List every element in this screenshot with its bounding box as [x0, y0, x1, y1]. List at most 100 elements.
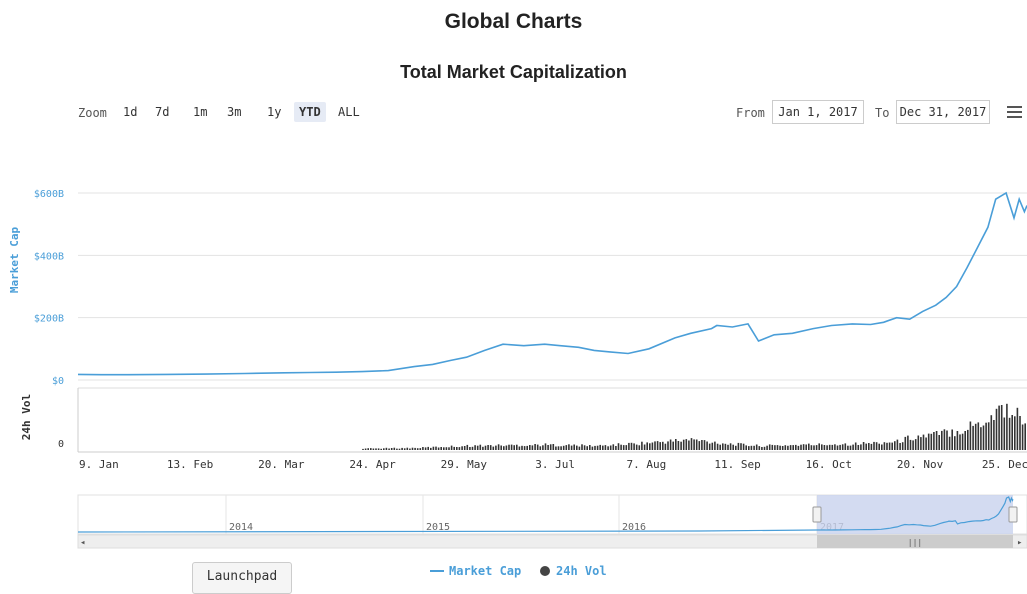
volume-bar [828, 444, 831, 450]
zoom-button-all[interactable]: ALL [338, 105, 360, 119]
volume-bar [456, 447, 458, 450]
volume-bar [875, 442, 878, 450]
volume-bar [784, 445, 787, 450]
hamburger-menu-icon[interactable] [1007, 106, 1022, 118]
volume-bar [589, 445, 591, 450]
zoom-button-ytd[interactable]: YTD [294, 102, 326, 122]
volume-bar [409, 448, 411, 450]
volume-bar [1006, 403, 1008, 450]
zoom-label: Zoom [78, 106, 107, 120]
volume-bar [570, 445, 573, 450]
volume-bar [651, 442, 654, 450]
volume-bar [901, 442, 904, 450]
volume-bar [862, 442, 865, 450]
volume-bar [698, 441, 701, 450]
volume-bar [377, 448, 380, 450]
zoom-button-7d[interactable]: 7d [155, 105, 170, 119]
volume-bar [724, 443, 727, 450]
volume-bar [938, 435, 940, 450]
volume-bar [969, 421, 972, 450]
volume-bar [987, 422, 990, 450]
volume-bar [667, 441, 669, 450]
from-label: From [736, 106, 765, 120]
x-tick-label: 11. Sep [714, 458, 760, 471]
volume-bar [393, 447, 396, 450]
volume-bar [440, 447, 442, 450]
volume-bar [771, 444, 774, 450]
scroll-left-arrow-icon[interactable]: ◂ [80, 538, 85, 548]
to-label: To [875, 106, 890, 120]
volume-bar [487, 445, 489, 450]
volume-bar [990, 415, 993, 450]
scroll-right-arrow-icon[interactable]: ▸ [1017, 538, 1022, 548]
x-tick-label: 13. Feb [167, 458, 213, 471]
y-axis-label: Market Cap [8, 227, 21, 294]
volume-bar [411, 447, 414, 450]
x-tick-label: 3. Jul [535, 458, 575, 471]
navigator-handle[interactable] [1008, 506, 1018, 523]
navigator-scrollbar-thumb[interactable] [817, 535, 1013, 548]
from-date-input[interactable]: Jan 1, 2017 [772, 100, 864, 124]
volume-bar [443, 447, 445, 450]
volume-bar [857, 445, 860, 450]
volume-bar [469, 447, 471, 450]
launchpad-button[interactable]: Launchpad [192, 562, 292, 594]
volume-bar [701, 440, 703, 450]
y-tick-label: $0 [52, 376, 64, 387]
volume-bar [933, 432, 935, 450]
volume-bar [633, 443, 635, 450]
volume-bar [609, 445, 612, 450]
volume-bar [383, 448, 385, 450]
volume-bar [630, 442, 633, 450]
navigator-handle[interactable] [812, 506, 822, 523]
volume-bar [463, 446, 466, 450]
volume-bar [951, 429, 953, 450]
volume-bar [479, 444, 482, 450]
volume-bar [925, 437, 927, 450]
volume-bar [758, 446, 761, 450]
volume-bar [735, 445, 737, 450]
scrollbar-grip-icon: ||| [908, 538, 922, 547]
volume-bar [922, 434, 925, 450]
volume-bar [424, 447, 427, 450]
legend-volume-label[interactable]: 24h Vol [556, 564, 607, 578]
navigator-scrollbar-track[interactable] [77, 534, 1027, 549]
page-title: Global Charts [444, 10, 583, 33]
volume-bar [878, 443, 880, 450]
volume-bar [435, 446, 437, 450]
volume-bar [719, 444, 721, 450]
volume-bar [388, 448, 390, 450]
volume-bar [995, 408, 998, 450]
volume-bar [763, 446, 766, 450]
zoom-button-1m[interactable]: 1m [193, 105, 208, 119]
volume-bar [894, 441, 896, 450]
volume-bar [416, 448, 419, 450]
volume-bar [886, 442, 888, 450]
navigator-year-label: 2016 [622, 522, 646, 533]
volume-bar [492, 446, 495, 450]
volume-bar [1000, 405, 1003, 450]
volume-bar [503, 446, 505, 450]
zoom-button-1d[interactable]: 1d [123, 105, 138, 119]
volume-bar [685, 439, 688, 450]
volume-bar [534, 444, 536, 450]
volume-bar [419, 448, 422, 450]
zoom-button-3m[interactable]: 3m [227, 105, 242, 119]
volume-bar [693, 439, 695, 450]
legend-market-cap-label[interactable]: Market Cap [449, 564, 521, 578]
navigator-selection[interactable] [817, 495, 1013, 534]
volume-bar [672, 441, 674, 450]
volume-bar [930, 433, 933, 450]
volume-bar [980, 427, 982, 450]
volume-bar [542, 445, 544, 450]
volume-bar [716, 443, 719, 450]
volume-bar [729, 443, 732, 450]
volume-bar [578, 446, 581, 450]
volume-bar [453, 446, 455, 450]
volume-bar [638, 445, 641, 450]
to-date-input[interactable]: Dec 31, 2017 [896, 100, 990, 124]
volume-bar [643, 444, 646, 450]
zoom-button-1y[interactable]: 1y [267, 105, 282, 119]
volume-bar [518, 446, 521, 450]
